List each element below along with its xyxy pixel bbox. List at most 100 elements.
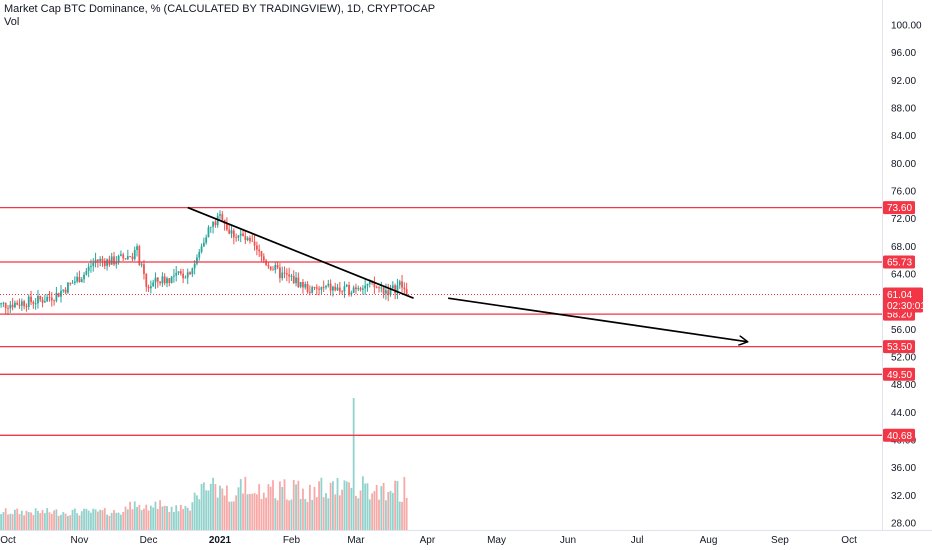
volume-bar: [202, 482, 205, 530]
volume-bar: [18, 514, 21, 530]
candle-body: [25, 306, 28, 308]
volume-bar: [159, 500, 161, 530]
volume-bar: [295, 484, 297, 530]
candle-body: [315, 287, 318, 289]
volume-bar: [265, 497, 267, 530]
candle-body: [361, 288, 364, 290]
candle-body: [156, 277, 159, 282]
candle-body: [163, 276, 166, 284]
candle-body: [332, 286, 334, 291]
price-axis[interactable]: 28.0032.0036.0040.0044.0048.0052.0056.00…: [891, 21, 922, 530]
volume-bar: [322, 497, 325, 530]
volume-bar: [403, 476, 406, 530]
candle-body: [200, 246, 203, 252]
candle-body: [359, 288, 362, 290]
trendlines[interactable]: [187, 206, 748, 342]
volume-bar: [122, 511, 125, 530]
time-axis[interactable]: Oct Nov Dec 2021 Feb Mar Apr May Jun Jul Aug Sep Oct: [0, 535, 857, 546]
candle-body: [175, 272, 178, 276]
volume-bar: [302, 488, 304, 530]
volume-bar: [274, 498, 277, 530]
volume-bar: [311, 499, 314, 530]
candle-body: [122, 254, 125, 259]
volume-bar: [251, 493, 254, 530]
candle-body: [140, 264, 143, 266]
volume-bar: [366, 483, 369, 530]
projection-arrow-line[interactable]: [448, 297, 748, 342]
price-candles: [0, 210, 408, 315]
candle-body: [99, 258, 102, 262]
volume-bar: [186, 507, 189, 530]
candle-body: [336, 287, 339, 291]
volume-bar: [138, 504, 141, 530]
candle-body: [311, 287, 314, 293]
volume-bar: [288, 500, 291, 530]
candle-body: [184, 277, 187, 279]
time-tick-label: 2021: [209, 535, 232, 546]
volume-bar: [352, 398, 355, 530]
candle-body: [288, 274, 291, 277]
candle-body: [382, 287, 385, 294]
candle-body: [159, 281, 161, 284]
volume-bar: [101, 510, 104, 530]
trendline[interactable]: [187, 206, 414, 299]
candle-body: [214, 221, 217, 226]
volume-bar: [140, 510, 143, 530]
countdown-text: 02:30:01: [887, 301, 926, 312]
volume-bar: [193, 492, 196, 530]
candle-body: [221, 214, 224, 220]
candle-body: [189, 272, 191, 275]
volume-bar: [99, 509, 102, 530]
volume-bar: [200, 483, 203, 530]
horizontal-levels[interactable]: [0, 206, 882, 436]
volume-bar: [405, 498, 408, 530]
candle-body: [380, 287, 383, 289]
volume-bar: [237, 487, 240, 530]
volume-bar: [96, 511, 99, 530]
volume-bar: [9, 513, 12, 530]
volume-bar: [378, 499, 380, 530]
candle-body: [212, 221, 214, 227]
volume-bar: [37, 510, 39, 530]
volume-bar: [343, 480, 346, 530]
candle-body: [338, 287, 341, 292]
candle-body: [205, 237, 208, 243]
candle-body: [43, 301, 46, 303]
volume-bar: [235, 495, 238, 530]
volume-bar: [255, 494, 258, 530]
volume-bar: [325, 493, 327, 530]
price-tick-label: 64.00: [891, 270, 916, 281]
volume-bar: [253, 493, 256, 530]
candle-body: [18, 304, 21, 306]
chart-legend: Market Cap BTC Dominance, % (CALCULATED …: [4, 3, 435, 29]
volume-bar: [73, 508, 76, 530]
candle-body: [375, 287, 378, 288]
volume-bar: [385, 500, 387, 530]
volume-bar: [272, 480, 274, 530]
candle-body: [313, 287, 316, 288]
candle-body: [177, 271, 180, 273]
volume-bar: [361, 476, 364, 530]
level-price-badge: [883, 428, 915, 442]
candle-body: [126, 256, 129, 260]
volume-bar: [297, 480, 300, 530]
volume-bar: [110, 512, 113, 530]
candle-body: [53, 300, 55, 302]
level-price-badge: [883, 255, 915, 269]
volume-bar: [283, 479, 286, 530]
volume-bar: [103, 508, 106, 530]
candle-body: [249, 237, 251, 241]
candle-body: [255, 245, 258, 250]
candle-body: [260, 251, 263, 257]
candle-body: [14, 302, 16, 308]
candle-body: [329, 283, 332, 291]
volume-bar: [143, 508, 145, 530]
candle-body: [152, 282, 155, 287]
candle-body: [133, 249, 136, 260]
candle-body: [297, 277, 300, 287]
volume-bar: [389, 490, 392, 530]
candle-body: [39, 295, 42, 300]
volume-bar: [117, 512, 120, 530]
volume-bar: [182, 509, 185, 530]
